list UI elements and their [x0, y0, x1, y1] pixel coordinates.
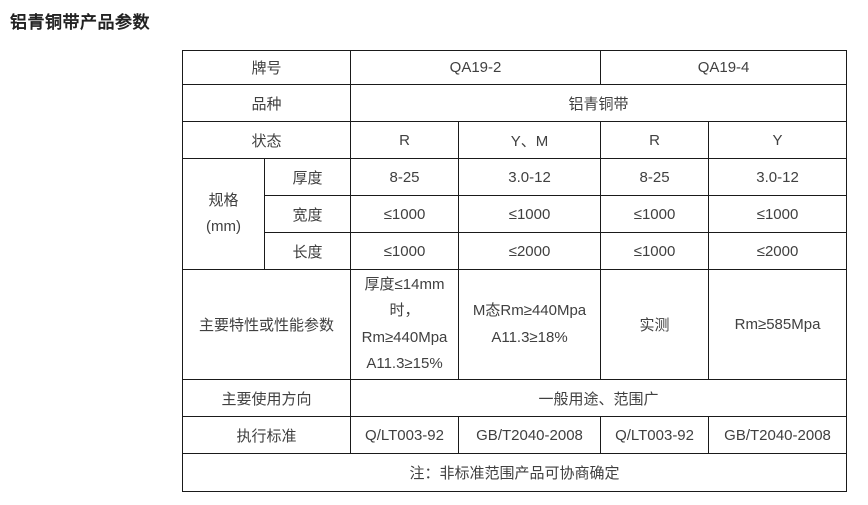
standard-value-2: GB/T2040-2008: [458, 416, 602, 454]
length-label: 长度: [263, 232, 352, 270]
product-params-table: 牌号 QA19-2 QA19-4 品种 铝青铜带 状态 R Y、M R Y 规格…: [181, 50, 848, 492]
row-spec-length: 长度 ≤1000 ≤2000 ≤1000 ≤2000: [183, 232, 848, 270]
row-brand: 牌号 QA19-2 QA19-4: [181, 50, 848, 85]
performance-value-2: M态Rm≥440Mpa A11.3≥18%: [458, 269, 602, 380]
brand-label: 牌号: [181, 50, 352, 85]
row-performance: 主要特性或性能参数 厚度≤14mm 时， Rm≥440Mpa A11.3≥15%…: [181, 269, 848, 380]
state-value-3: R: [600, 121, 710, 159]
state-value-2: Y、M: [458, 121, 602, 159]
variety-value: 铝青铜带: [350, 84, 848, 122]
thickness-value-4: 3.0-12: [708, 158, 848, 196]
performance-value-3: 实测: [600, 269, 710, 380]
length-value-1: ≤1000: [350, 232, 460, 270]
thickness-label: 厚度: [263, 158, 352, 196]
standard-value-4: GB/T2040-2008: [708, 416, 848, 454]
row-note: 注：非标准范围产品可协商确定: [181, 453, 848, 492]
brand-value-qa19-4: QA19-4: [600, 50, 848, 85]
row-state: 状态 R Y、M R Y: [181, 121, 848, 159]
width-value-4: ≤1000: [708, 195, 848, 233]
page-title: 铝青铜带产品参数: [10, 13, 150, 32]
usage-value: 一般用途、范围广: [350, 379, 848, 417]
spec-label: 规格 (mm): [182, 158, 265, 270]
standard-value-1: Q/LT003-92: [350, 416, 460, 454]
brand-value-qa19-2: QA19-2: [350, 50, 602, 85]
note-text: 注：非标准范围产品可协商确定: [181, 453, 848, 492]
usage-label: 主要使用方向: [181, 379, 352, 417]
length-value-2: ≤2000: [458, 232, 602, 270]
performance-value-4: Rm≥585Mpa: [708, 269, 848, 380]
width-value-1: ≤1000: [350, 195, 460, 233]
width-value-3: ≤1000: [600, 195, 710, 233]
width-value-2: ≤1000: [458, 195, 602, 233]
performance-label: 主要特性或性能参数: [181, 269, 352, 380]
performance-value-1: 厚度≤14mm 时， Rm≥440Mpa A11.3≥15%: [350, 269, 460, 380]
thickness-value-3: 8-25: [600, 158, 710, 196]
standard-label: 执行标准: [181, 416, 352, 454]
row-usage: 主要使用方向 一般用途、范围广: [181, 379, 848, 417]
standard-value-3: Q/LT003-92: [600, 416, 710, 454]
row-spec-width: 宽度 ≤1000 ≤1000 ≤1000 ≤1000: [183, 195, 848, 233]
length-value-3: ≤1000: [600, 232, 710, 270]
row-standard: 执行标准 Q/LT003-92 GB/T2040-2008 Q/LT003-92…: [181, 416, 848, 454]
width-label: 宽度: [263, 195, 352, 233]
row-variety: 品种 铝青铜带: [181, 84, 848, 122]
state-value-1: R: [350, 121, 460, 159]
state-value-4: Y: [708, 121, 848, 159]
row-spec-thickness: 规格 (mm) 厚度 8-25 3.0-12 8-25 3.0-12: [182, 158, 848, 270]
thickness-value-1: 8-25: [350, 158, 460, 196]
thickness-value-2: 3.0-12: [458, 158, 602, 196]
variety-label: 品种: [181, 84, 352, 122]
length-value-4: ≤2000: [708, 232, 848, 270]
state-label: 状态: [181, 121, 352, 159]
